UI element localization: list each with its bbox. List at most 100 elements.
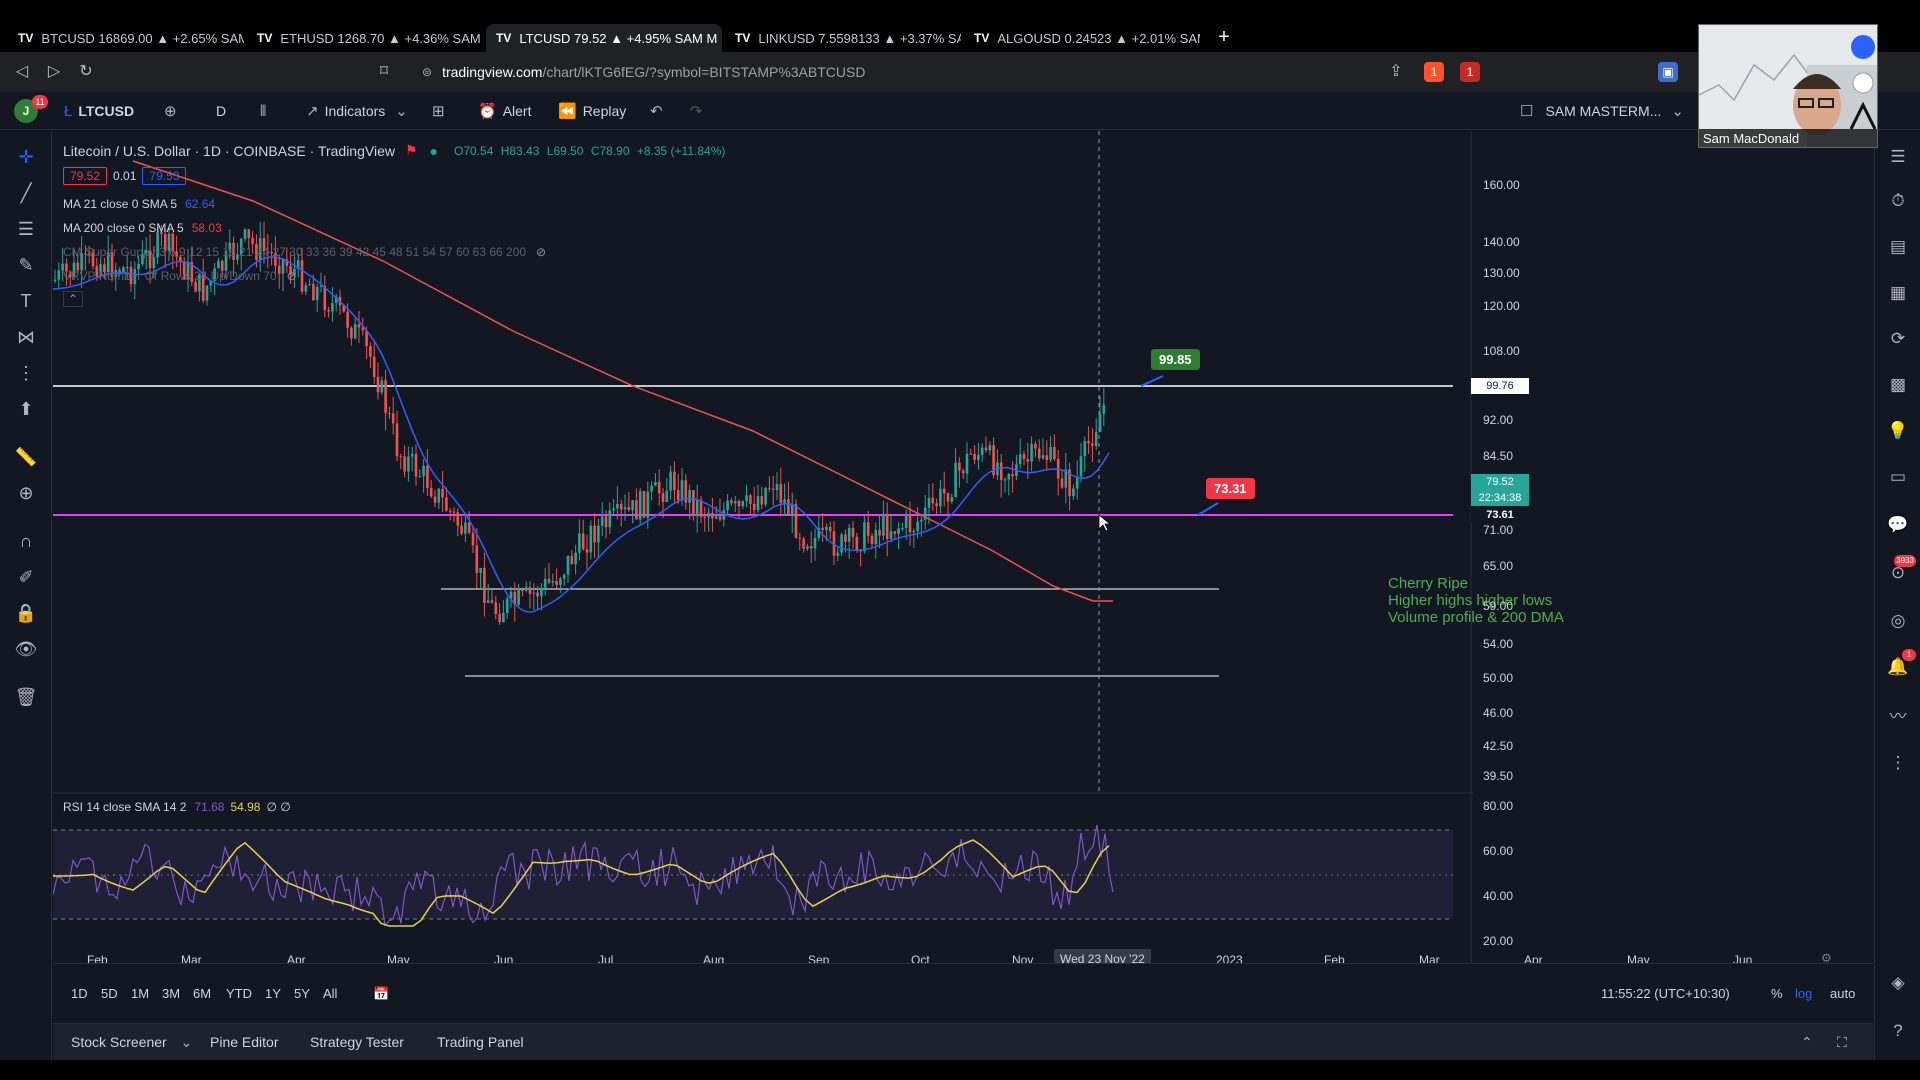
eye-off-icon[interactable]: ⊘: [536, 245, 547, 259]
stock-screener-tab[interactable]: Stock Screener ⌄: [71, 1034, 192, 1051]
browser-tab-algousd[interactable]: TV ALGOUSD 0.24523 ▲ +2.01% SAM M: [964, 24, 1200, 52]
calendar-list-icon[interactable]: ▦: [1889, 283, 1907, 302]
reload-icon[interactable]: ↻: [79, 63, 93, 80]
target-label-lower[interactable]: 73.31: [1206, 478, 1255, 499]
bookmark-icon[interactable]: ⌑: [379, 63, 389, 80]
calendar-icon[interactable]: ▩: [1889, 375, 1907, 394]
rsi-legend-extra: ∅ ∅: [266, 800, 291, 814]
help-icon[interactable]: ?: [1893, 1021, 1903, 1040]
data-window-icon[interactable]: ▤: [1889, 237, 1907, 256]
magnet-icon[interactable]: ∩: [19, 531, 33, 551]
pine-editor-tab[interactable]: Pine Editor: [210, 1034, 279, 1050]
goto-date-icon[interactable]: 📅: [373, 986, 390, 1001]
interval-button[interactable]: D: [216, 103, 227, 119]
maximize-icon[interactable]: ⛶: [1837, 1034, 1847, 1050]
strategy-tester-tab[interactable]: Strategy Tester: [310, 1034, 404, 1050]
text-icon[interactable]: T: [20, 291, 32, 311]
buy-price-button[interactable]: 79.53: [142, 167, 187, 185]
chart-type-button[interactable]: ⫴: [260, 98, 272, 124]
range-5d-button[interactable]: 5D: [101, 986, 118, 1001]
log-scale-toggle[interactable]: log: [1795, 986, 1813, 1001]
sell-price-button[interactable]: 79.52: [63, 167, 108, 185]
flag-icon[interactable]: ⚑: [404, 142, 418, 158]
ma200-legend[interactable]: MA 200 close 0 SMA 5 58.03: [63, 221, 222, 235]
rsi-legend[interactable]: RSI 14 close SMA 14 2 71.68 54.98 ∅ ∅: [63, 800, 291, 814]
notifications-icon[interactable]: ⊙ 3933: [1890, 555, 1916, 582]
ruler-icon[interactable]: 📏: [14, 447, 38, 467]
pencil-lock-icon[interactable]: ✐: [18, 567, 34, 587]
eye-icon[interactable]: 👁: [14, 639, 38, 659]
pattern-icon[interactable]: ⋈: [17, 327, 35, 347]
browser-tab-linkusd[interactable]: TV LINKUSD 7.5598133 ▲ +3.37% SAM M: [725, 24, 961, 52]
crosshair-icon[interactable]: ✛: [18, 147, 34, 167]
chat-icon[interactable]: 💬: [1887, 515, 1909, 534]
range-all-button[interactable]: All: [323, 986, 338, 1001]
replay-button[interactable]: ⏪ Replay: [558, 98, 626, 124]
layout-selector[interactable]: ☐ SAM MASTERM... ⌄: [1520, 98, 1690, 124]
candle-body: [946, 493, 950, 502]
range-6m-button[interactable]: 6M: [193, 986, 212, 1001]
brave-shield-icon[interactable]: 1: [1424, 62, 1444, 82]
chevron-up-icon[interactable]: ⌃: [1801, 1034, 1813, 1050]
layouts-button[interactable]: ⊞: [432, 98, 451, 124]
eye-off-icon[interactable]: ⊘: [286, 269, 297, 283]
range-3m-button[interactable]: 3M: [162, 986, 181, 1001]
price-chart[interactable]: [53, 131, 1873, 963]
trading-panel-tab[interactable]: Trading Panel: [437, 1034, 524, 1050]
forecast-icon[interactable]: ⋮: [17, 363, 35, 383]
back-icon[interactable]: ◁: [15, 63, 29, 80]
range-1m-button[interactable]: 1M: [131, 986, 150, 1001]
percent-scale-toggle[interactable]: %: [1771, 986, 1783, 1001]
vrvp-legend[interactable]: VRVP Number Of Rows 24 Up/Down 70 ⊘: [63, 269, 297, 283]
brave-rewards-icon[interactable]: 1: [1460, 62, 1480, 82]
compare-symbol-button[interactable]: ⊕: [164, 98, 183, 124]
target-label-upper[interactable]: 99.85: [1151, 349, 1200, 370]
cm-guppy-legend[interactable]: CM Super Guppy 3 6 9 12 15 18 21 24 27 3…: [63, 245, 546, 259]
layers-icon[interactable]: ◈: [1891, 973, 1905, 992]
url-field[interactable]: ⊜ tradingview.com/chart/lKTG6fEG/?symbol…: [408, 58, 1488, 86]
share-icon[interactable]: ⇪: [1389, 63, 1403, 80]
candle-body: [323, 285, 327, 311]
browser-tab-btcusd[interactable]: TV BTCUSD 16869.00 ▲ +2.65% SAM MA: [8, 24, 244, 52]
extension-icon[interactable]: ▣: [1658, 62, 1678, 82]
chart-note-text[interactable]: Cherry Ripe Higher highs higher lows Vol…: [1388, 575, 1564, 626]
dom-icon[interactable]: ⋮: [1889, 753, 1907, 772]
arrow-up-icon[interactable]: ⬆: [18, 399, 34, 419]
close-tab-icon[interactable]: ✕: [717, 30, 722, 46]
broadcast-icon[interactable]: ◎: [1890, 611, 1906, 630]
alert-button[interactable]: ⏰ Alert: [478, 98, 531, 124]
browser-tab-ltcusd[interactable]: TV LTCUSD 79.52 ▲ +4.95% SAM M ✕: [486, 24, 722, 52]
forward-icon[interactable]: ▷: [47, 63, 61, 80]
trend-chart-icon[interactable]: 〰: [1889, 707, 1907, 726]
streams-icon[interactable]: ▭: [1889, 467, 1907, 486]
range-5y-button[interactable]: 5Y: [294, 986, 310, 1001]
fib-icon[interactable]: ☰: [17, 219, 35, 239]
brush-icon[interactable]: ✎: [18, 255, 34, 275]
add-alert-icon[interactable]: [1781, 509, 1793, 521]
new-tab-button[interactable]: +: [1218, 26, 1230, 48]
redo-button[interactable]: ↷: [690, 98, 709, 124]
alerts-clock-icon[interactable]: ⏱: [1891, 191, 1905, 210]
symbol-search-button[interactable]: Ł LTCUSD: [64, 98, 134, 124]
range-ytd-button[interactable]: YTD: [226, 986, 252, 1001]
settings-gear-icon[interactable]: ⚙: [1821, 951, 1832, 965]
lock-icon[interactable]: 🔒: [14, 603, 38, 623]
collapse-legend-button[interactable]: ⌃: [63, 291, 84, 307]
bell-icon[interactable]: 🔔 1: [1884, 649, 1916, 681]
watchlist-icon[interactable]: ☰: [1890, 147, 1906, 166]
site-info-icon[interactable]: ⊜: [422, 65, 433, 79]
ma21-legend[interactable]: MA 21 close 0 SMA 5 62.64: [63, 197, 215, 211]
hotlists-icon[interactable]: ⟳: [1890, 329, 1906, 348]
chart-pane[interactable]: Litecoin / U.S. Dollar · 1D · COINBASE ·…: [53, 131, 1873, 969]
range-1y-button[interactable]: 1Y: [265, 986, 281, 1001]
clock-timezone[interactable]: 11:55:22 (UTC+10:30): [1601, 986, 1730, 1001]
indicators-button[interactable]: ↗ Indicators ⌄: [306, 98, 414, 124]
trend-line-icon[interactable]: ╱: [20, 183, 32, 203]
undo-button[interactable]: ↶: [650, 98, 669, 124]
zoom-in-icon[interactable]: ⊕: [18, 483, 34, 503]
auto-scale-toggle[interactable]: auto: [1830, 986, 1856, 1001]
range-1d-button[interactable]: 1D: [71, 986, 88, 1001]
trash-icon[interactable]: 🗑: [14, 687, 38, 707]
browser-tab-ethusd[interactable]: TV ETHUSD 1268.70 ▲ +4.36% SAM MAS: [247, 24, 483, 52]
ideas-icon[interactable]: 💡: [1887, 421, 1909, 440]
